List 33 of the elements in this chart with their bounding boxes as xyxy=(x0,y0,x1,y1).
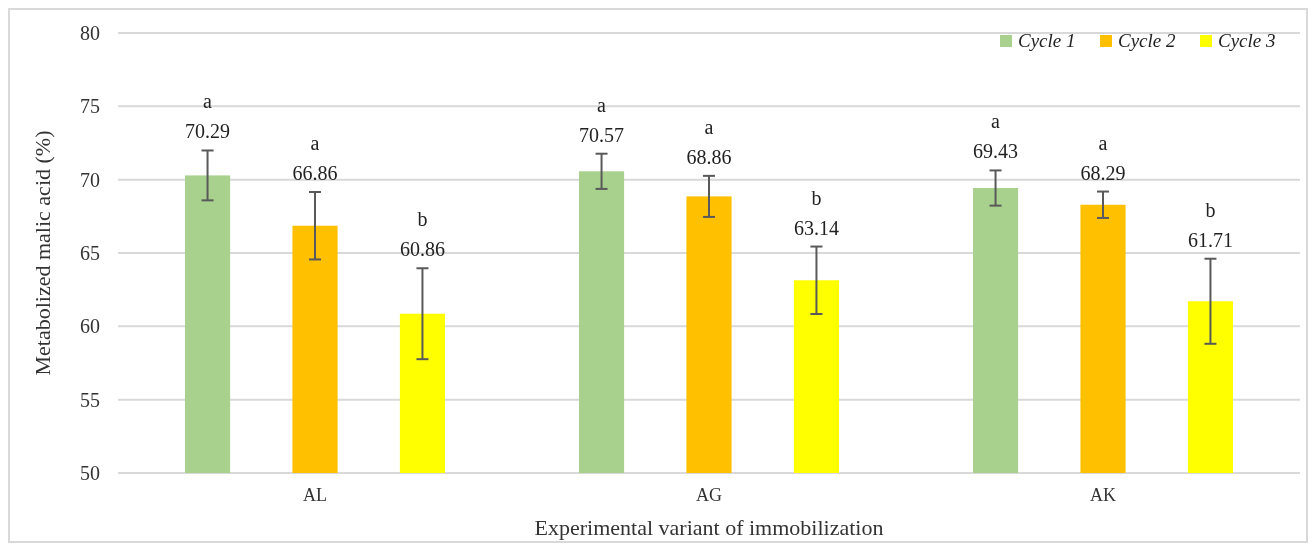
annotation: b xyxy=(1205,198,1216,221)
annotation: a xyxy=(704,115,714,138)
y-tick-label: 65 xyxy=(80,242,100,264)
y-tick-label: 75 xyxy=(80,95,100,118)
annotation: a xyxy=(310,131,320,154)
legend-label: Cycle 1 xyxy=(1018,30,1076,51)
data-label: 69.43 xyxy=(973,140,1019,163)
y-tick-label: 80 xyxy=(80,22,100,44)
data-label: 70.29 xyxy=(185,120,231,143)
data-label: 70.57 xyxy=(579,123,625,146)
x-tick-label: AK xyxy=(1090,485,1116,505)
data-label: 68.29 xyxy=(1080,161,1126,184)
y-tick-label: 55 xyxy=(80,388,100,411)
data-label: 61.71 xyxy=(1187,228,1233,251)
data-label: 66.86 xyxy=(292,161,338,184)
annotation: a xyxy=(203,90,213,113)
y-axis-title: Metabolized malic acid (%) xyxy=(30,130,55,376)
y-tick-label: 60 xyxy=(80,315,100,338)
x-tick-label: AG xyxy=(696,485,722,505)
data-label: 60.86 xyxy=(399,238,445,261)
x-tick-label: AL xyxy=(303,485,327,505)
annotation: a xyxy=(1098,131,1108,154)
y-tick-label: 70 xyxy=(80,168,100,191)
legend-label: Cycle 2 xyxy=(1118,30,1176,51)
data-label: 68.86 xyxy=(686,145,732,168)
annotation: a xyxy=(991,110,1001,133)
x-axis-title: Experimental variant of immobilization xyxy=(534,515,884,540)
y-tick-label: 50 xyxy=(80,462,100,484)
annotation: a xyxy=(597,93,607,116)
data-label: 63.14 xyxy=(793,216,839,239)
legend-label: Cycle 3 xyxy=(1218,30,1276,51)
annotation: b xyxy=(417,208,428,231)
annotation: b xyxy=(811,186,822,209)
